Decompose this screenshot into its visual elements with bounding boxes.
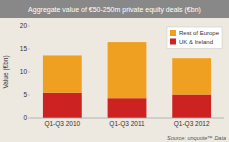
y-tick xyxy=(28,26,30,27)
bar xyxy=(108,98,147,118)
y-tick xyxy=(28,95,30,96)
y-tick xyxy=(28,49,30,50)
bar xyxy=(172,58,211,94)
y-tick-label: 10 xyxy=(20,68,28,75)
bar xyxy=(172,95,211,118)
y-tick-label: 5 xyxy=(23,91,27,98)
x-tick-label: Q1-Q3 2012 xyxy=(174,120,210,128)
legend-label: UK & Ireland xyxy=(179,39,213,45)
y-tick-label: 15 xyxy=(20,45,28,52)
y-tick-label: 20 xyxy=(20,22,28,29)
title: Aggregate value of €50-250m private equi… xyxy=(28,6,201,14)
chart: Aggregate value of €50-250m private equi… xyxy=(0,0,229,142)
y-tick xyxy=(28,72,30,73)
y-axis-label: Value (€bn) xyxy=(2,55,10,88)
legend-swatch xyxy=(170,39,176,45)
y-tick xyxy=(28,118,30,119)
bars xyxy=(43,42,211,118)
y-tick-label: 0 xyxy=(23,114,27,121)
legend-label: Rest of Europe xyxy=(179,30,220,36)
legend-swatch xyxy=(170,30,176,36)
bar xyxy=(108,42,147,98)
legend: Rest of Europe UK & Ireland xyxy=(167,27,222,49)
bar xyxy=(43,55,82,92)
source: Source: unquote™ Data xyxy=(167,135,226,141)
legend-frame xyxy=(167,27,222,49)
background xyxy=(0,0,229,142)
x-tick-label: Q1-Q3 2010 xyxy=(44,120,80,128)
title-bar xyxy=(0,0,229,18)
bar xyxy=(43,93,82,118)
x-axis-line xyxy=(30,118,224,119)
x-tick-label: Q1-Q3 2011 xyxy=(109,120,145,128)
